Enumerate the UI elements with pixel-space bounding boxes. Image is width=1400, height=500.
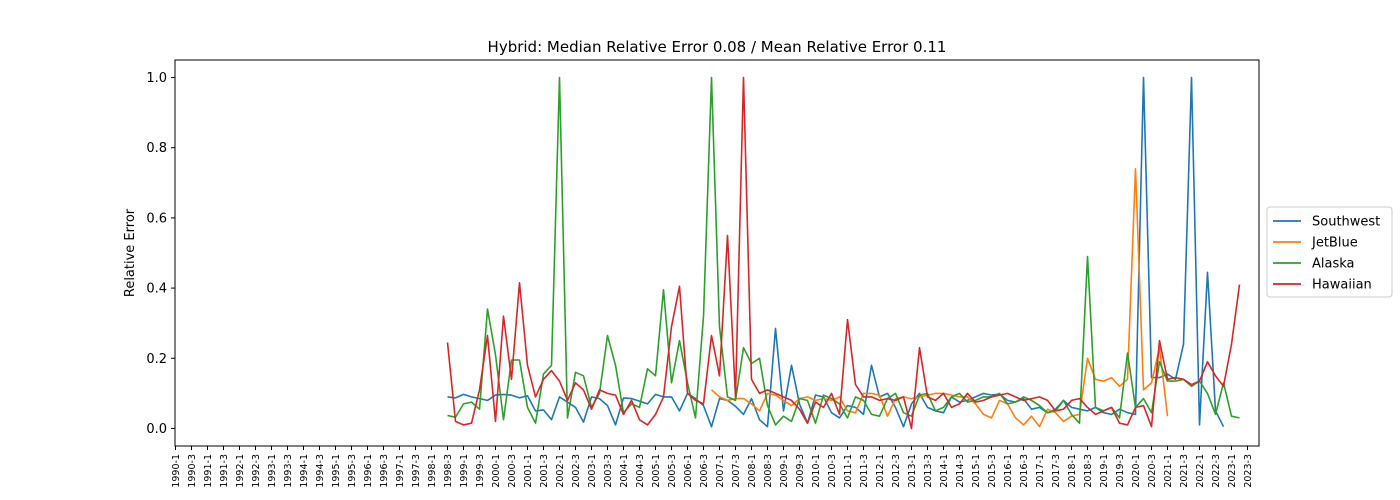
x-tick-label: 2001-1 xyxy=(523,454,534,488)
legend: Southwest JetBlue Alaska Hawaiian xyxy=(1266,206,1393,298)
legend-label-hawaiian: Hawaiian xyxy=(1312,278,1372,293)
x-tick-label: 1996-1 xyxy=(363,454,374,488)
x-tick-label: 2017-1 xyxy=(1035,454,1046,488)
x-tick-label: 2019-1 xyxy=(1099,454,1110,488)
x-tick-label: 1997-3 xyxy=(411,454,422,488)
x-tick-label: 1997-1 xyxy=(395,454,406,488)
x-tick-label: 2006-3 xyxy=(699,454,710,488)
x-tick-label: 2020-3 xyxy=(1147,454,1158,488)
y-axis: 0.0 0.2 0.4 0.6 0.8 1.0 xyxy=(146,71,175,437)
x-tick-label: 2021-3 xyxy=(1179,454,1190,488)
x-tick-label: 1990-1 xyxy=(171,454,182,488)
x-tick-label: 2015-1 xyxy=(971,454,982,488)
x-tick-label: 2004-1 xyxy=(619,454,630,488)
x-tick-label: 2009-1 xyxy=(779,454,790,488)
x-tick-label: 2012-3 xyxy=(891,454,902,488)
x-tick-label: 2011-1 xyxy=(843,454,854,488)
series-line-southwest xyxy=(447,76,1225,428)
x-tick-label: 1991-3 xyxy=(219,454,230,488)
x-tick-label: 2005-3 xyxy=(667,454,678,488)
x-tick-label: 1994-1 xyxy=(299,454,310,488)
x-tick-label: 2000-3 xyxy=(507,454,518,488)
x-tick-label: 2014-1 xyxy=(939,454,950,488)
x-tick-label: 1994-3 xyxy=(315,454,326,488)
x-tick-label: 2012-1 xyxy=(875,454,886,488)
x-tick-label: 2022-1 xyxy=(1195,454,1206,488)
x-tick-label: 2007-3 xyxy=(731,454,742,488)
x-tick-label: 1998-3 xyxy=(443,454,454,488)
x-tick-label: 2014-3 xyxy=(955,454,966,488)
x-tick-label: 2013-3 xyxy=(923,454,934,488)
x-tick-label: 1992-1 xyxy=(235,454,246,488)
x-tick-label: 1993-3 xyxy=(283,454,294,488)
x-tick-label: 2016-3 xyxy=(1019,454,1030,488)
x-tick-label: 2002-3 xyxy=(571,454,582,488)
x-tick-label: 1993-1 xyxy=(267,454,278,488)
x-tick-label: 2020-1 xyxy=(1131,454,1142,488)
x-tick-label: 2007-1 xyxy=(715,454,726,488)
x-tick-label: 1992-3 xyxy=(251,454,262,488)
x-tick-label: 2016-1 xyxy=(1003,454,1014,488)
x-tick-label: 2003-1 xyxy=(587,454,598,488)
legend-label-southwest: Southwest xyxy=(1312,215,1380,230)
y-tick-label: 0.2 xyxy=(146,352,167,367)
x-tick-label: 2017-3 xyxy=(1051,454,1062,488)
x-tick-label: 2004-3 xyxy=(635,454,646,488)
y-axis-label: Relative Error xyxy=(123,208,138,297)
x-tick-label: 2011-3 xyxy=(859,454,870,488)
y-tick-label: 0.0 xyxy=(146,422,167,437)
x-tick-label: 2018-1 xyxy=(1067,454,1078,488)
legend-label-jetblue: JetBlue xyxy=(1311,236,1358,251)
x-tick-label: 1995-3 xyxy=(347,454,358,488)
y-tick-label: 0.4 xyxy=(146,282,167,297)
x-tick-label: 1996-3 xyxy=(379,454,390,488)
x-tick-label: 2022-3 xyxy=(1211,454,1222,488)
x-tick-label: 2001-3 xyxy=(539,454,550,488)
x-tick-label: 2008-1 xyxy=(747,454,758,488)
y-tick-label: 0.8 xyxy=(146,141,167,156)
x-tick-label: 2006-1 xyxy=(683,454,694,488)
x-tick-label: 1999-3 xyxy=(475,454,486,488)
legend-label-alaska: Alaska xyxy=(1312,257,1355,272)
y-tick-label: 1.0 xyxy=(146,71,167,86)
series-line-hawaiian xyxy=(446,76,1241,430)
x-tick-label: 2013-1 xyxy=(907,454,918,488)
legend-box xyxy=(1266,206,1393,298)
series-layer xyxy=(446,76,1241,430)
x-tick-label: 2003-3 xyxy=(603,454,614,488)
x-axis: 1990-1 1990-3 1991-1 1991-3 1992-1 1992-3 1993… xyxy=(171,446,1254,488)
x-tick-label: 2019-3 xyxy=(1115,454,1126,488)
chart-title: Hybrid: Median Relative Error 0.08 / Mea… xyxy=(488,38,947,56)
y-tick-label: 0.6 xyxy=(146,211,167,226)
x-tick-label: 1995-1 xyxy=(331,454,342,488)
x-tick-label: 1998-1 xyxy=(427,454,438,488)
x-tick-label: 2023-3 xyxy=(1243,454,1254,488)
x-tick-label: 2002-1 xyxy=(555,454,566,488)
x-tick-label: 2000-1 xyxy=(491,454,502,488)
x-tick-label: 2010-1 xyxy=(811,454,822,488)
plot-area-frame xyxy=(174,59,1260,447)
x-tick-label: 2005-1 xyxy=(651,454,662,488)
x-tick-label: 2021-1 xyxy=(1163,454,1174,488)
x-tick-label: 1999-1 xyxy=(459,454,470,488)
x-tick-label: 2018-3 xyxy=(1083,454,1094,488)
x-tick-label: 2008-3 xyxy=(763,454,774,488)
series-line-jetblue xyxy=(710,168,1169,428)
x-tick-label: 2023-1 xyxy=(1227,454,1238,488)
x-tick-label: 2010-3 xyxy=(827,454,838,488)
x-tick-label: 2009-3 xyxy=(795,454,806,488)
x-tick-label: 1991-1 xyxy=(203,454,214,488)
x-tick-label: 2015-3 xyxy=(987,454,998,488)
x-tick-label: 1990-3 xyxy=(187,454,198,488)
